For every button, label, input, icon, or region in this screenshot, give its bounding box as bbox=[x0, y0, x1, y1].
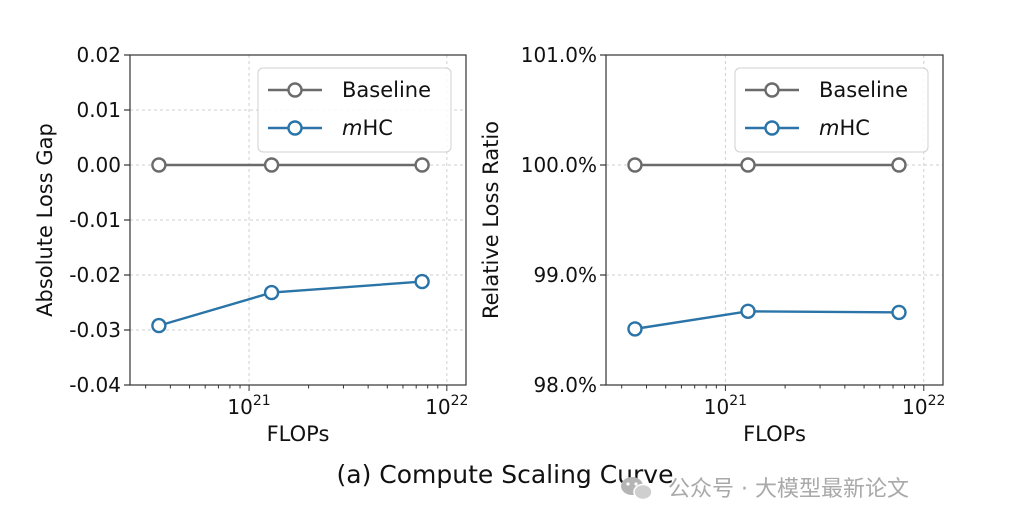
y-tick-label: 0.01 bbox=[76, 98, 121, 122]
series-mhc bbox=[151, 273, 430, 334]
data-point bbox=[263, 157, 280, 173]
y-tick-label: -0.03 bbox=[69, 318, 121, 342]
legend: Baseline mHC bbox=[257, 67, 452, 153]
legend-marker bbox=[287, 82, 303, 98]
y-tick-label: 99.0% bbox=[533, 263, 597, 287]
y-tick-label: -0.02 bbox=[69, 263, 121, 287]
y-tick-label: 0.00 bbox=[76, 153, 121, 177]
legend-marker bbox=[764, 120, 780, 136]
data-point bbox=[263, 284, 280, 301]
wechat-icon bbox=[621, 477, 653, 501]
data-point bbox=[414, 273, 430, 290]
chart-absolute-loss-gap: 0.02 0.01 0.00 -0.01 -0.02 -0.03 -0.04 1021 1022… bbox=[33, 43, 468, 446]
watermark-text: 公众号 · 大模型最新论文 bbox=[668, 477, 909, 502]
y-tick-label: 0.02 bbox=[76, 43, 121, 67]
figure-caption: (a) Compute Scaling Curve bbox=[337, 460, 674, 489]
legend-entry-label: mHC bbox=[342, 116, 393, 140]
y-tick-label: 101.0% bbox=[521, 43, 597, 67]
legend-entry-label: Baseline bbox=[342, 78, 431, 102]
series-line bbox=[158, 280, 423, 327]
y-tick-label: 98.0% bbox=[533, 373, 597, 397]
x-tick-label: 1022 bbox=[902, 393, 945, 419]
legend-marker bbox=[287, 120, 303, 136]
y-axis-label: Absolute Loss Gap bbox=[33, 123, 57, 317]
x-axis-label: FLOPs bbox=[267, 422, 330, 446]
x-tick-label: 1022 bbox=[425, 393, 468, 419]
x-tick-label: 1021 bbox=[227, 393, 270, 419]
legend: Baseline mHC bbox=[734, 67, 929, 153]
series-baseline bbox=[151, 157, 430, 173]
data-point bbox=[151, 157, 167, 173]
data-point bbox=[627, 321, 643, 337]
legend-entry-label: Baseline bbox=[819, 78, 908, 102]
data-point bbox=[151, 317, 167, 334]
y-tick-label: -0.04 bbox=[69, 373, 121, 397]
series-mhc bbox=[627, 303, 907, 337]
series-baseline bbox=[627, 157, 907, 173]
x-tick-label: 1021 bbox=[704, 393, 747, 419]
plot-frame bbox=[605, 54, 944, 386]
y-tick-label: 100.0% bbox=[521, 153, 597, 177]
x-axis-label: FLOPs bbox=[743, 422, 806, 446]
chart-relative-loss-ratio: 101.0% 100.0% 99.0% 98.0% 1021 1022 FLOPs Relat… bbox=[479, 43, 945, 446]
legend-entry-label: mHC bbox=[819, 116, 870, 140]
data-point bbox=[891, 304, 907, 321]
y-tick-label: -0.01 bbox=[69, 208, 121, 232]
y-axis-label: Relative Loss Ratio bbox=[479, 121, 503, 319]
series-line bbox=[634, 310, 900, 331]
data-point bbox=[414, 157, 430, 173]
data-point bbox=[740, 157, 756, 173]
data-point bbox=[627, 157, 643, 173]
legend-marker bbox=[764, 82, 780, 98]
data-point bbox=[740, 303, 756, 319]
data-point bbox=[891, 157, 907, 173]
watermark: 公众号 · 大模型最新论文 bbox=[621, 477, 909, 502]
